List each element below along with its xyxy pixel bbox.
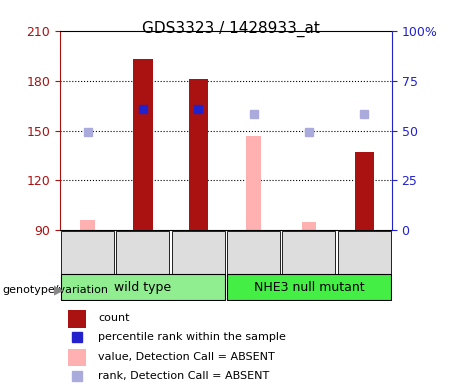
Bar [80, 220, 95, 230]
Bar [68, 349, 86, 366]
Text: GDS3323 / 1428933_at: GDS3323 / 1428933_at [142, 21, 319, 37]
Text: count: count [98, 313, 130, 323]
Text: wild type: wild type [114, 281, 171, 293]
Bar [282, 231, 336, 274]
Bar [68, 310, 86, 328]
Text: NHE3 null mutant: NHE3 null mutant [254, 281, 364, 293]
Bar [355, 152, 374, 230]
Bar [61, 274, 225, 300]
Text: genotype/variation: genotype/variation [2, 285, 108, 295]
Bar [227, 274, 391, 300]
Text: percentile rank within the sample: percentile rank within the sample [98, 332, 286, 342]
Bar [171, 231, 225, 274]
Bar [246, 136, 261, 230]
Text: value, Detection Call = ABSENT: value, Detection Call = ABSENT [98, 352, 275, 362]
Bar [61, 231, 114, 274]
Bar [189, 79, 208, 230]
Bar [301, 222, 316, 230]
Bar [227, 231, 280, 274]
Text: ▶: ▶ [54, 283, 64, 296]
Bar [337, 231, 391, 274]
Bar [116, 231, 170, 274]
Bar [133, 59, 153, 230]
Text: rank, Detection Call = ABSENT: rank, Detection Call = ABSENT [98, 371, 269, 381]
